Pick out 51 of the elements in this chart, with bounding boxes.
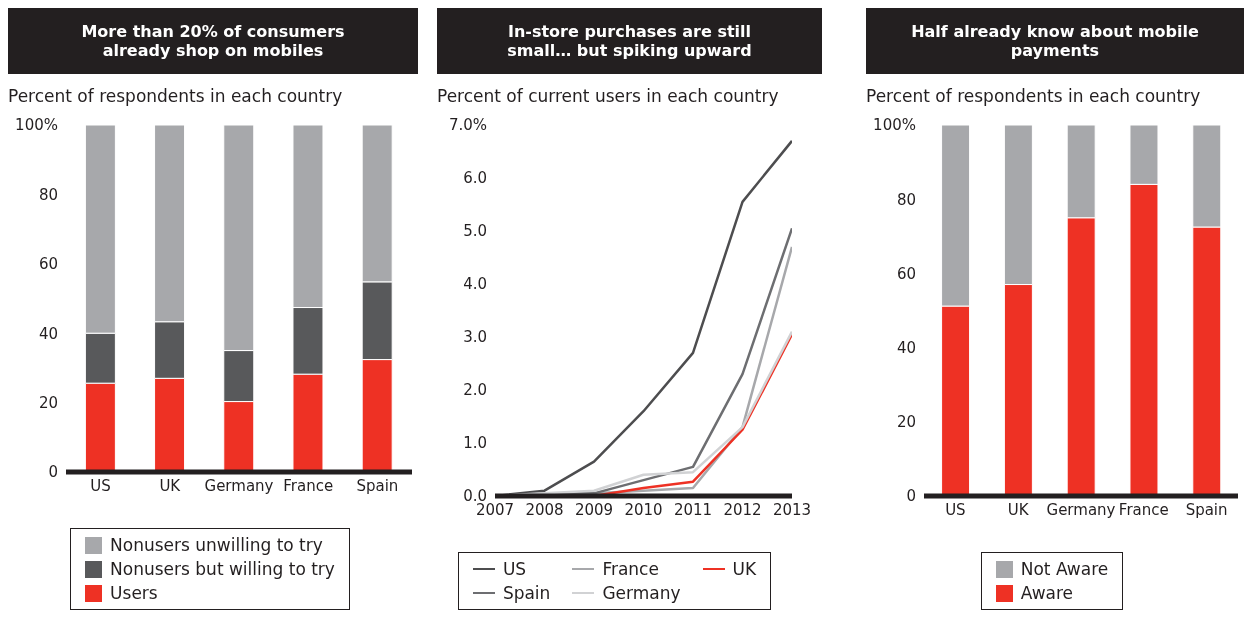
y-tick-label: 80 — [38, 185, 58, 204]
x-tick-label: 2011 — [673, 500, 713, 519]
legend-label: France — [602, 559, 659, 579]
chart-title: More than 20% of consumers already shop on mobiles — [8, 8, 418, 74]
legend-label: Aware — [1020, 583, 1074, 603]
y-tick-label: 3.0 — [463, 328, 487, 347]
y-tick-label: 40 — [38, 324, 58, 343]
x-tick-label: 2008 — [525, 500, 564, 519]
legend-label: US — [502, 559, 527, 579]
x-tick-label: UK — [159, 476, 182, 495]
x-tick-label: Germany — [1046, 500, 1116, 519]
y-tick-label: 60 — [38, 255, 58, 274]
legend-label: Nonusers but willing to try — [110, 559, 335, 579]
y-tick-label: 100% — [873, 116, 916, 135]
y-tick-label: 40 — [896, 338, 916, 357]
x-tick-label: France — [1118, 500, 1169, 519]
legend-label: Spain — [502, 583, 551, 603]
y-tick-label: 0 — [906, 487, 916, 506]
legend-label: Not Aware — [1020, 559, 1109, 579]
x-tick-label: US — [90, 476, 111, 495]
y-tick-label: 7.0% — [448, 116, 487, 135]
legend-label: Users — [110, 583, 158, 603]
chart-title: Half already know about mobile payments — [866, 8, 1244, 74]
chart-subtitle: Percent of respondents in each country — [8, 86, 344, 108]
y-tick-label: 6.0 — [463, 169, 487, 188]
x-tick-label: France — [283, 476, 334, 495]
chart-title: In-store purchases are still small… but spiking upward — [437, 8, 822, 74]
chart-subtitle: Percent of respondents in each country — [866, 86, 1202, 108]
y-tick-label: 0 — [48, 463, 58, 482]
y-tick-label: 20 — [38, 393, 58, 412]
x-tick-label: 2013 — [772, 500, 812, 519]
x-tick-label: Spain — [356, 476, 399, 495]
legend-label: UK — [732, 559, 757, 579]
y-tick-label: 100% — [15, 116, 58, 135]
x-tick-label: Spain — [1185, 500, 1228, 519]
y-tick-label: 2.0 — [463, 381, 487, 400]
y-tick-label: 4.0 — [463, 275, 487, 294]
y-tick-label: 20 — [896, 413, 916, 432]
y-tick-label: 80 — [896, 190, 916, 209]
y-tick-label: 60 — [896, 264, 916, 283]
x-tick-label: Germany — [204, 476, 274, 495]
legend-label: Nonusers unwilling to try — [110, 535, 323, 555]
x-tick-label: 2012 — [723, 500, 762, 519]
y-tick-label: 1.0 — [463, 434, 487, 453]
legend-label: Germany — [602, 583, 681, 603]
x-tick-label: US — [945, 500, 966, 519]
x-tick-label: 2009 — [574, 500, 614, 519]
chart-subtitle: Percent of current users in each country — [437, 86, 780, 108]
x-tick-label: 2010 — [624, 500, 663, 519]
x-tick-label: UK — [1007, 500, 1030, 519]
y-tick-label: 5.0 — [463, 222, 487, 241]
